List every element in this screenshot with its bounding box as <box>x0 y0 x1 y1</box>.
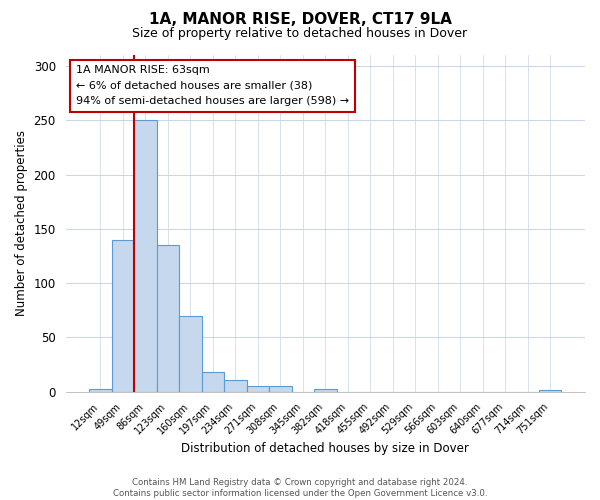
Y-axis label: Number of detached properties: Number of detached properties <box>15 130 28 316</box>
Bar <box>179 316 202 392</box>
Text: Size of property relative to detached houses in Dover: Size of property relative to detached ho… <box>133 28 467 40</box>
Bar <box>134 120 157 392</box>
X-axis label: Distribution of detached houses by size in Dover: Distribution of detached houses by size … <box>181 442 469 455</box>
Bar <box>247 386 269 392</box>
Bar <box>157 245 179 392</box>
Text: Contains HM Land Registry data © Crown copyright and database right 2024.
Contai: Contains HM Land Registry data © Crown c… <box>113 478 487 498</box>
Bar <box>269 386 292 392</box>
Bar <box>112 240 134 392</box>
Text: 1A, MANOR RISE, DOVER, CT17 9LA: 1A, MANOR RISE, DOVER, CT17 9LA <box>149 12 451 28</box>
Bar <box>224 380 247 392</box>
Bar <box>314 388 337 392</box>
Bar <box>202 372 224 392</box>
Bar <box>89 388 112 392</box>
Bar <box>539 390 562 392</box>
Text: 1A MANOR RISE: 63sqm
← 6% of detached houses are smaller (38)
94% of semi-detach: 1A MANOR RISE: 63sqm ← 6% of detached ho… <box>76 65 349 106</box>
